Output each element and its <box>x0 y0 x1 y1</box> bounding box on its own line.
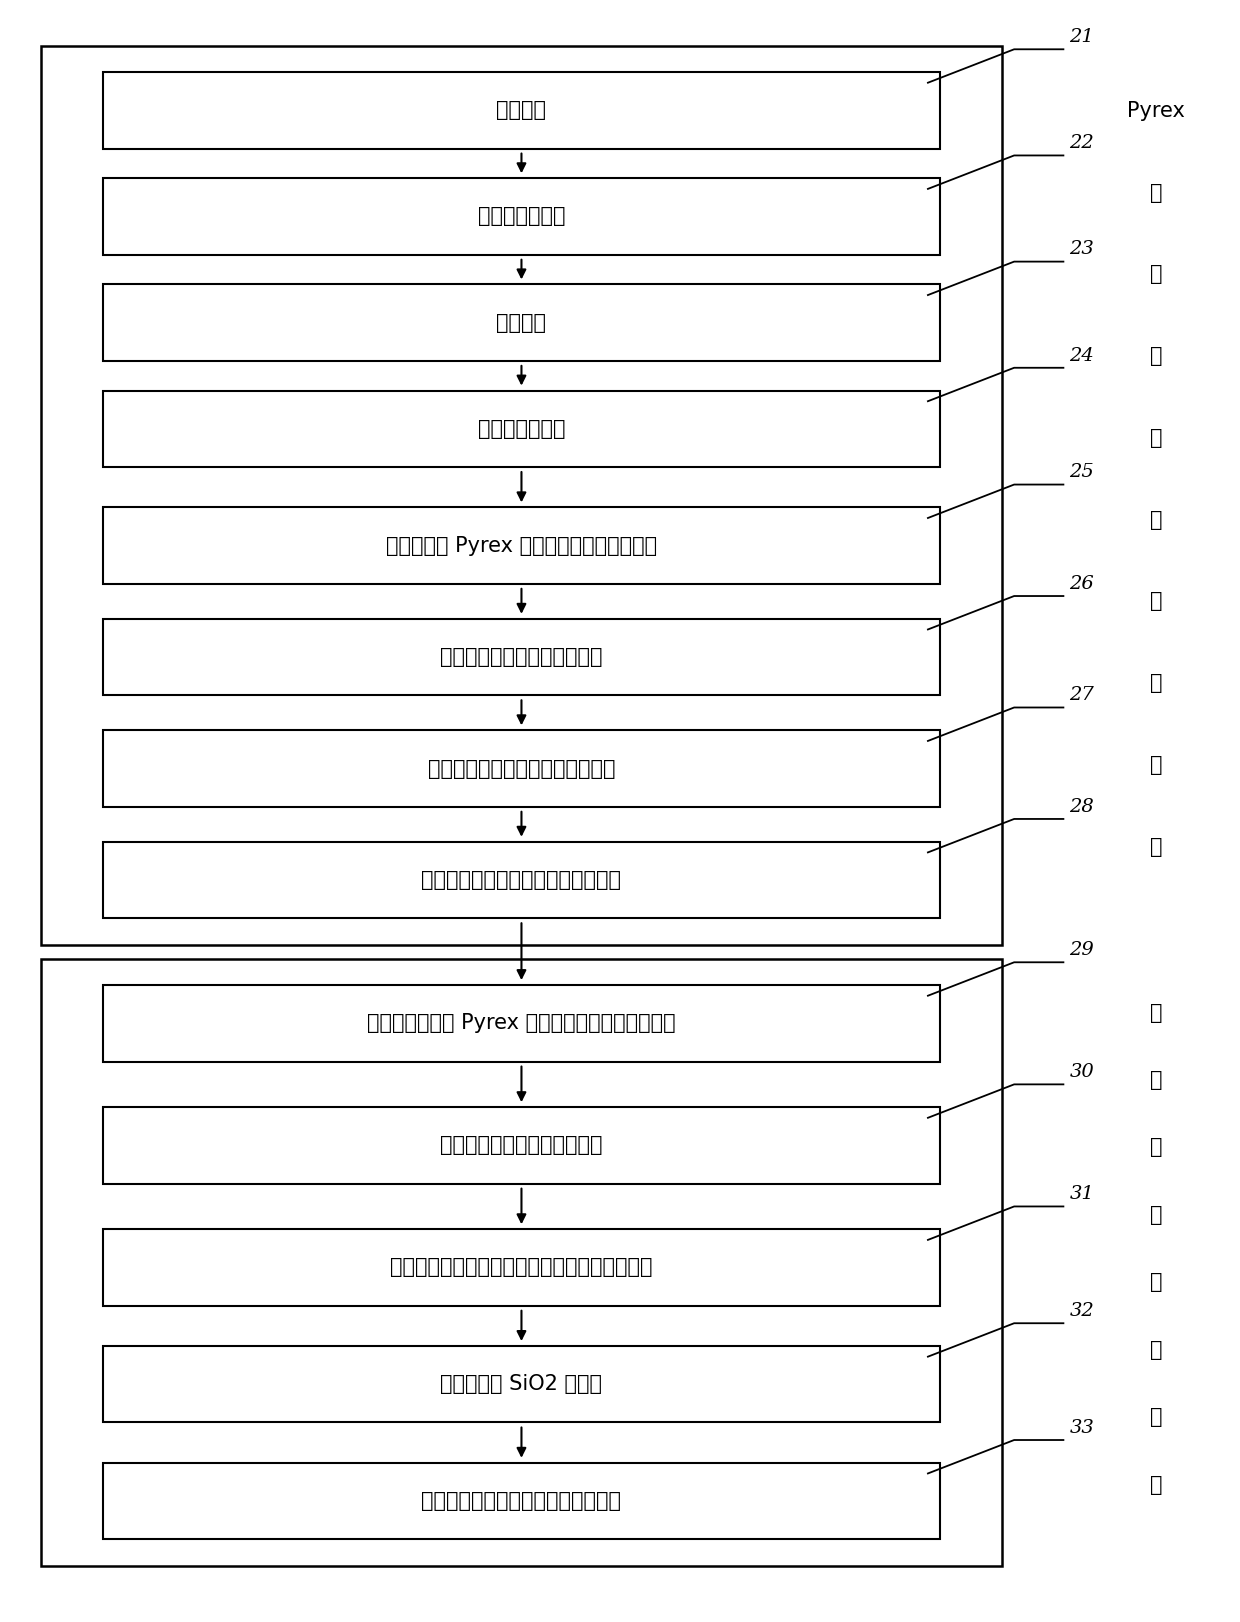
Bar <box>103 985 940 1061</box>
Bar <box>41 45 1002 944</box>
Text: 作: 作 <box>1149 1340 1162 1359</box>
Text: 艺: 艺 <box>1149 837 1162 856</box>
Text: 单: 单 <box>1149 1002 1162 1022</box>
Bar <box>103 1108 940 1184</box>
Text: 27: 27 <box>1070 686 1095 704</box>
Text: 28: 28 <box>1070 798 1095 816</box>
Text: Pyrex: Pyrex <box>1127 101 1184 122</box>
Text: 去除金属介质和光刻胶完成芯片制作: 去除金属介质和光刻胶完成芯片制作 <box>422 1491 621 1512</box>
Bar <box>103 391 940 467</box>
Text: 22: 22 <box>1070 135 1095 152</box>
Text: 璃: 璃 <box>1149 264 1162 284</box>
Text: 后表面光刻及前表面台阶部分蒸金属介质和光刻: 后表面光刻及前表面台阶部分蒸金属介质和光刻 <box>391 1257 652 1278</box>
Text: 单晶硅晶圆片前表面氧化处理: 单晶硅晶圆片前表面氧化处理 <box>440 1135 603 1155</box>
Bar <box>103 71 940 149</box>
Text: 双面光刻: 双面光刻 <box>496 313 547 333</box>
Text: 圆: 圆 <box>1149 428 1162 448</box>
Text: 在圆形浅坑第二台阶底部镀反射膜: 在圆形浅坑第二台阶底部镀反射膜 <box>428 759 615 779</box>
Text: 作: 作 <box>1149 673 1162 693</box>
Text: 30: 30 <box>1070 1062 1095 1082</box>
Text: 圆: 圆 <box>1149 1137 1162 1158</box>
Text: 21: 21 <box>1070 28 1095 45</box>
Text: 26: 26 <box>1070 574 1095 592</box>
Text: 前表面腐蚀 SiO2 氧化层: 前表面腐蚀 SiO2 氧化层 <box>440 1374 603 1395</box>
Text: 清洗抛光: 清洗抛光 <box>496 101 547 120</box>
Bar <box>103 1463 940 1539</box>
Text: 29: 29 <box>1070 941 1095 959</box>
Bar <box>103 1346 940 1422</box>
Text: 双面蒸金属介质: 双面蒸金属介质 <box>477 206 565 227</box>
Text: 工: 工 <box>1149 754 1162 775</box>
Text: 31: 31 <box>1070 1186 1095 1204</box>
Text: 前表面腐蚀 Pyrex 玻璃晶圆片得到第一台阶: 前表面腐蚀 Pyrex 玻璃晶圆片得到第一台阶 <box>386 535 657 556</box>
Bar <box>103 842 940 918</box>
Text: 25: 25 <box>1070 464 1095 482</box>
Bar <box>103 1229 940 1306</box>
Bar <box>103 730 940 806</box>
Bar <box>103 620 940 696</box>
Bar <box>103 178 940 255</box>
Text: 制: 制 <box>1149 1272 1162 1293</box>
Text: 晶: 晶 <box>1149 1071 1162 1090</box>
Text: 晶: 晶 <box>1149 345 1162 367</box>
Text: 33: 33 <box>1070 1419 1095 1437</box>
Text: 玻: 玻 <box>1149 183 1162 203</box>
Text: 第二次表面腐蚀得到第二台阶: 第二次表面腐蚀得到第二台阶 <box>440 647 603 667</box>
Text: 制: 制 <box>1149 592 1162 611</box>
Text: 工: 工 <box>1149 1408 1162 1427</box>
Text: 24: 24 <box>1070 347 1095 365</box>
Text: 23: 23 <box>1070 240 1095 258</box>
Text: 片: 片 <box>1149 509 1162 530</box>
Text: 32: 32 <box>1070 1302 1095 1320</box>
Bar <box>103 284 940 360</box>
Text: 艺: 艺 <box>1149 1474 1162 1495</box>
Text: 片: 片 <box>1149 1205 1162 1225</box>
Text: 第三次表面腐蚀得到后表面圆形浅坑: 第三次表面腐蚀得到后表面圆形浅坑 <box>422 869 621 890</box>
Text: 前表面腐蚀金属: 前表面腐蚀金属 <box>477 418 565 440</box>
Bar <box>103 508 940 584</box>
Bar <box>41 959 1002 1565</box>
Text: 单晶硅晶圆片与 Pyrex 玻璃晶圆片高真空阳极键合: 单晶硅晶圆片与 Pyrex 玻璃晶圆片高真空阳极键合 <box>367 1014 676 1033</box>
